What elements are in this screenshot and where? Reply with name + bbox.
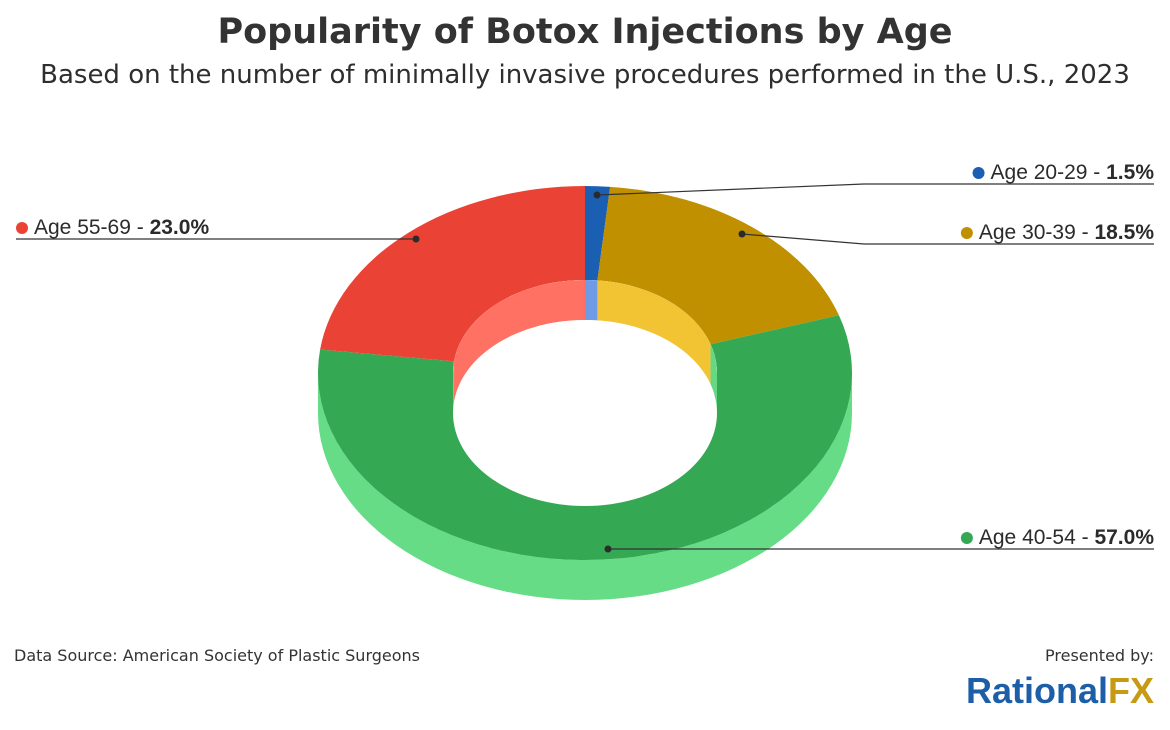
brand-part-2: FX xyxy=(1107,670,1154,711)
legend-value-1: 1.5% xyxy=(1106,161,1154,184)
callout-dot-1 xyxy=(593,191,601,199)
legend-label-4: Age 55-69 - 23.0% xyxy=(34,216,209,239)
donut-slice-1 xyxy=(585,186,611,281)
donut-inner-wall-4 xyxy=(454,280,585,402)
donut-hole-floor xyxy=(453,320,717,506)
legend-label-2: Age 30-39 - 18.5% xyxy=(979,221,1154,244)
donut-side-3 xyxy=(318,373,852,600)
donut-slice-3 xyxy=(318,315,853,561)
legend-bullet-2 xyxy=(960,227,973,239)
donut-side-wall xyxy=(318,373,852,600)
chart-title: Popularity of Botox Injections by Age xyxy=(217,12,953,52)
donut-inner-wall xyxy=(453,280,717,506)
callouts: Age 20-29 - 1.5% Age 30-39 - 18.5% Age 40-… xyxy=(16,161,1154,553)
legend-name-1: Age 20-29 - xyxy=(991,161,1107,184)
chart-subtitle: Based on the number of minimally invasiv… xyxy=(40,60,1130,90)
callout-dot-3 xyxy=(604,545,612,553)
legend-name-2: Age 30-39 - xyxy=(979,221,1095,244)
presented-by: Presented by: xyxy=(1045,646,1154,665)
donut-slice-4 xyxy=(320,186,585,362)
legend-value-4: 23.0% xyxy=(150,216,210,239)
donut-inner-wall-1 xyxy=(585,280,598,321)
brand-part-1: Rational xyxy=(965,670,1108,711)
data-source: Data Source: American Society of Plastic… xyxy=(14,646,421,665)
donut-inner-wall-3 xyxy=(710,344,717,413)
callout-dot-4 xyxy=(412,235,420,243)
brand-logo: RationalFX xyxy=(966,670,1154,712)
callout-line-1 xyxy=(596,183,1154,196)
donut-top xyxy=(318,186,853,561)
legend-bullet-4 xyxy=(16,222,28,234)
legend-value-3: 57.0% xyxy=(1094,526,1154,549)
legend-label-1: Age 20-29 - 1.5% xyxy=(991,161,1155,184)
legend-name-3: Age 40-54 - xyxy=(979,526,1095,549)
legend-bullet-3 xyxy=(960,532,973,544)
callout-line-2 xyxy=(741,233,1154,245)
legend-value-2: 18.5% xyxy=(1094,221,1154,244)
donut-inner-wall-3 xyxy=(453,361,455,413)
legend-bullet-1 xyxy=(972,167,985,179)
donut-inner-wall-2 xyxy=(597,280,711,385)
legend-name-4: Age 55-69 - xyxy=(34,216,150,239)
callout-dot-2 xyxy=(738,230,746,238)
legend-label-3: Age 40-54 - 57.0% xyxy=(979,526,1154,549)
donut-slice-2 xyxy=(597,186,839,345)
